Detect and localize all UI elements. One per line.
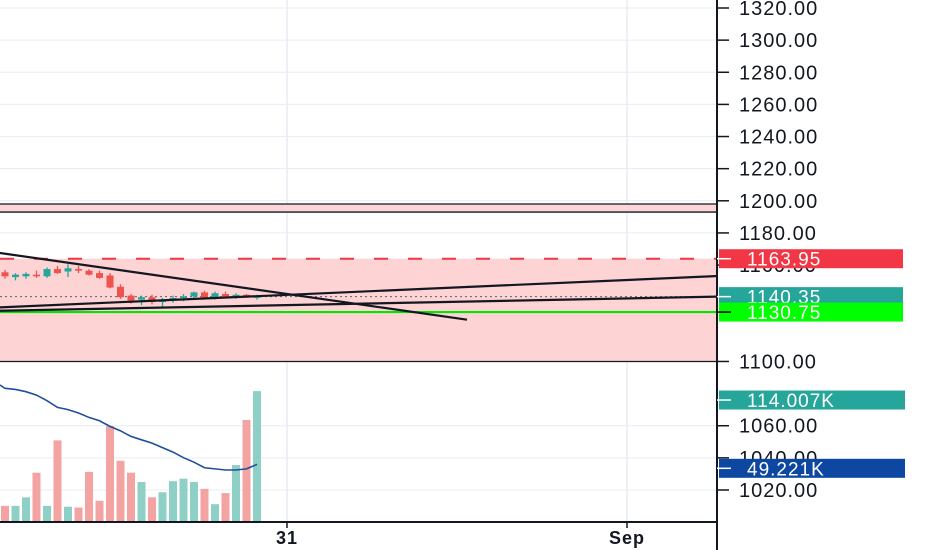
- volume-bar: [1, 505, 9, 522]
- candle-body: [22, 273, 30, 277]
- zones: [0, 204, 717, 362]
- volume-bar: [232, 465, 240, 522]
- volume-bar: [253, 391, 261, 522]
- candle-body: [138, 297, 145, 300]
- candle-body: [148, 297, 156, 303]
- main-range-zone: [0, 258, 717, 362]
- last-price-label-badge: [719, 287, 903, 307]
- price-tick-label: 1060.00: [739, 416, 818, 438]
- volume-bar: [242, 420, 251, 522]
- candle-body: [96, 273, 103, 278]
- volume-bar: [64, 506, 72, 522]
- price-axis[interactable]: 1320.00 1300.00 1280.00 1260.00 1240.00 1220.…: [716, 0, 932, 550]
- volume-bar: [53, 440, 62, 522]
- volume-bar: [137, 482, 146, 522]
- candle-body: [85, 270, 93, 275]
- volume-bar: [85, 471, 93, 522]
- horizontal-lines[interactable]: [0, 203, 717, 363]
- time-axis[interactable]: 31 Sep: [0, 521, 717, 548]
- price-axis-background: [717, 0, 932, 550]
- descending-trendline[interactable]: [0, 251, 468, 321]
- volume-label-badge: [719, 390, 905, 410]
- ascending-trendline-lower[interactable]: [0, 295, 730, 312]
- upper-supply-zone: [0, 204, 717, 213]
- price-tick-label: 1280.00: [739, 62, 818, 84]
- price-tick-label: 1260.00: [739, 94, 818, 116]
- volume-pane: [0, 384, 261, 522]
- price-tick-label: 1220.00: [739, 159, 818, 181]
- candle-body: [190, 292, 198, 297]
- candle-body: [117, 286, 124, 298]
- volume-bar: [116, 460, 125, 522]
- trendlines[interactable]: [0, 251, 730, 321]
- candle-body: [222, 293, 229, 297]
- volume-bar: [169, 481, 177, 522]
- volume-ma-label: 49.221K: [747, 459, 825, 480]
- candle-body: [75, 269, 82, 271]
- volume-bar: [43, 505, 51, 522]
- candle-body: [54, 269, 61, 274]
- support-label-badge: [719, 302, 903, 322]
- volume-bar: [22, 497, 30, 522]
- candle-body: [127, 295, 135, 301]
- candle-body: [180, 296, 187, 299]
- volume-bar: [95, 500, 104, 522]
- candle-body: [12, 274, 19, 278]
- price-tick-label: 1100.00: [739, 351, 817, 373]
- price-tick-label: 1320.00: [739, 0, 818, 20]
- volume-bar: [148, 497, 156, 522]
- price-tick-label: 1240.00: [739, 127, 818, 149]
- volume-bar: [74, 507, 83, 522]
- time-tick-label: 31: [276, 528, 298, 548]
- volume-bar: [106, 425, 114, 522]
- resistance-label-badge: [719, 249, 903, 269]
- volume-ma-label-badge: [719, 458, 905, 478]
- candle-body: [43, 269, 51, 277]
- candle-body: [106, 275, 114, 288]
- price-tick-label: 1020.00: [739, 480, 818, 502]
- volume-bar: [211, 504, 219, 522]
- price-tick-label: 1300.00: [739, 30, 818, 52]
- price-tick-label: 1180.00: [739, 223, 817, 245]
- volume-bar: [221, 493, 230, 522]
- candle-body: [33, 274, 40, 277]
- candle-body: [1, 272, 9, 277]
- support-label: 1130.75: [747, 303, 821, 324]
- price-tick-label: 1200.00: [739, 191, 818, 213]
- volume-bar: [190, 482, 198, 522]
- time-tick-label: Sep: [609, 528, 645, 548]
- candle-body: [64, 268, 72, 272]
- volume-ma-line: [0, 384, 258, 471]
- candle-body: [232, 294, 240, 297]
- volume-bar: [127, 472, 135, 522]
- volume-bar: [32, 472, 41, 522]
- volume-bar: [179, 478, 188, 522]
- candle-body: [211, 293, 219, 299]
- volume-bar: [11, 505, 20, 522]
- ascending-trendline-upper[interactable]: [0, 274, 730, 309]
- candle-body: [201, 292, 208, 299]
- volume-bar: [158, 492, 167, 522]
- volume-label: 114.007K: [747, 391, 835, 412]
- resistance-label: 1163.95: [747, 250, 821, 271]
- volume-bar: [200, 488, 209, 522]
